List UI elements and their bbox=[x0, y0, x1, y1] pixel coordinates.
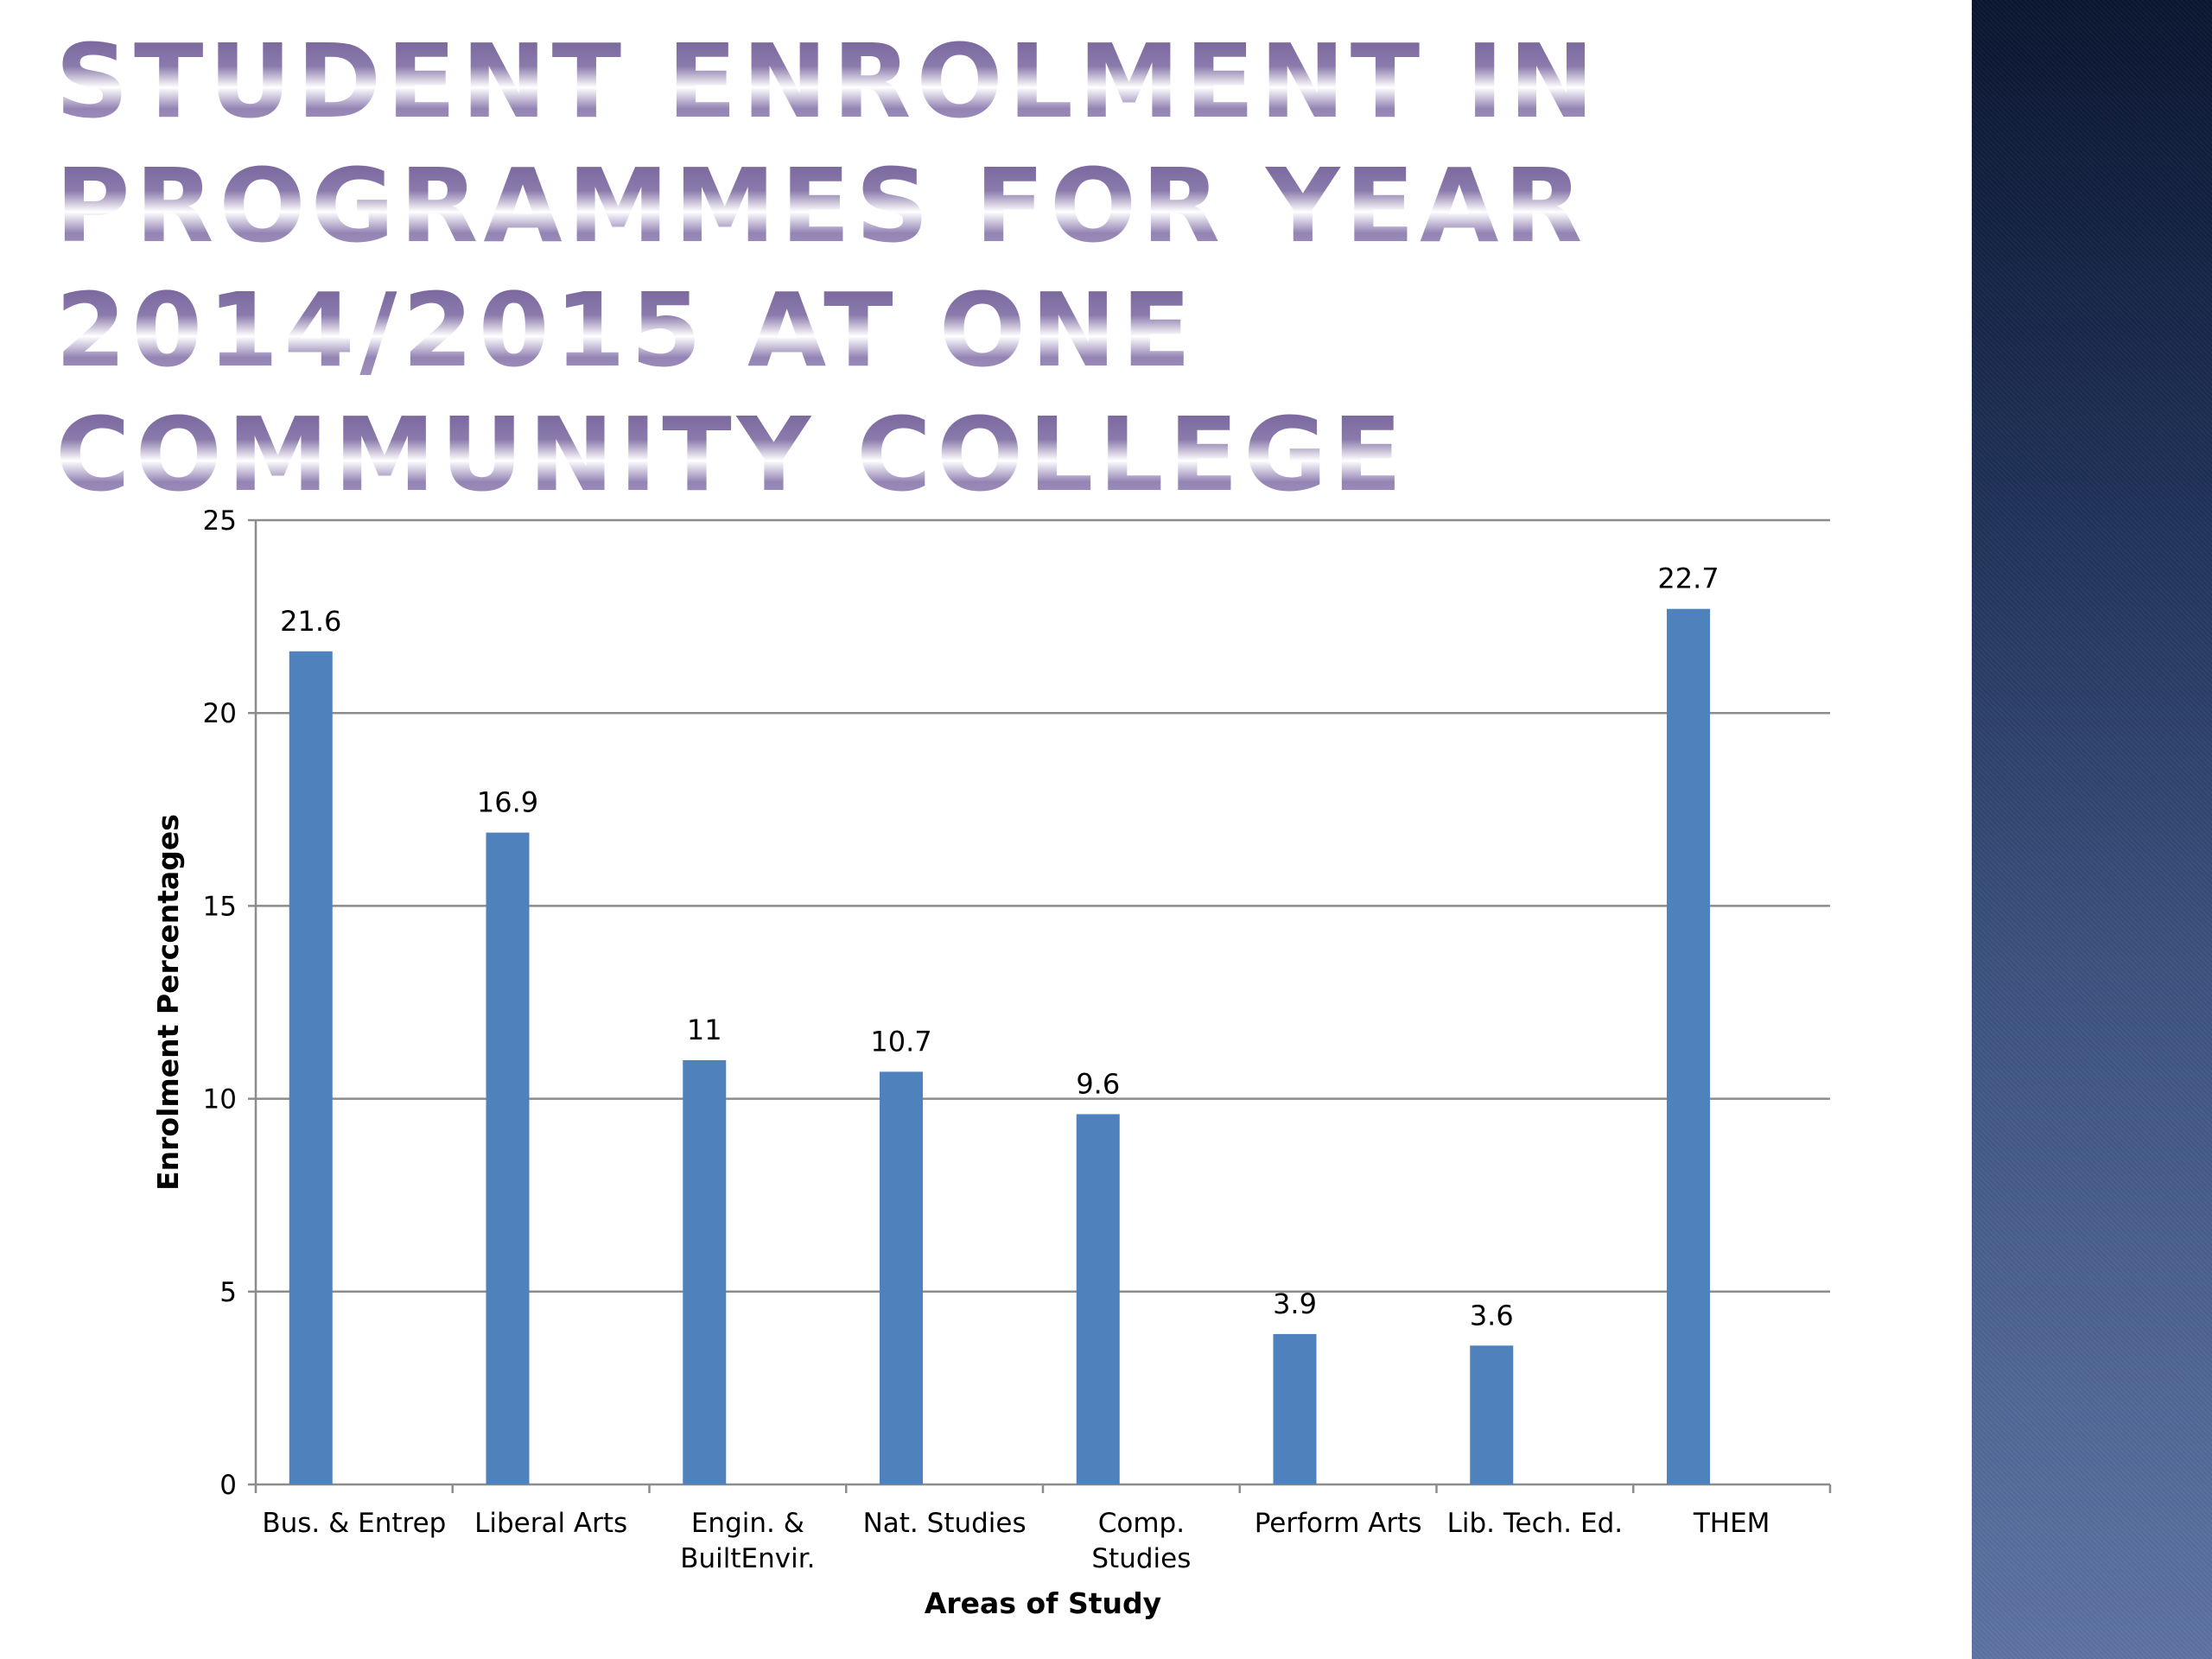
y-tick-labels: 0 5 10 15 20 25 bbox=[203, 505, 237, 1501]
data-label: 11 bbox=[687, 1014, 722, 1046]
data-label: 9.6 bbox=[1076, 1067, 1120, 1100]
bar bbox=[1667, 608, 1711, 1484]
y-tick-label: 25 bbox=[203, 505, 237, 537]
panel-texture bbox=[1972, 0, 2212, 1659]
data-labels: 21.6 16.9 11 10.7 9.6 3.9 3.6 22.7 bbox=[280, 563, 1719, 1332]
x-tick-label: Studies bbox=[1091, 1543, 1191, 1574]
bar bbox=[486, 832, 530, 1484]
data-label: 16.9 bbox=[477, 786, 538, 819]
x-tick-labels: Bus. & Entrep Liberal Arts Engin. & BuiltEn… bbox=[262, 1508, 1770, 1574]
x-tick-label: Liberal Arts bbox=[474, 1508, 627, 1539]
bar bbox=[289, 651, 333, 1484]
x-tick-label: Comp. bbox=[1098, 1508, 1185, 1539]
bar bbox=[1076, 1114, 1120, 1484]
x-tick-label: THEM bbox=[1693, 1508, 1770, 1539]
x-tick-label: Nat. Studies bbox=[863, 1508, 1027, 1539]
data-label: 21.6 bbox=[280, 605, 341, 638]
x-tick-label: Engin. & bbox=[691, 1508, 804, 1539]
y-tick-label: 20 bbox=[203, 698, 237, 729]
x-tick-label: Lib. Tech. Ed. bbox=[1447, 1508, 1624, 1539]
y-tick-label: 15 bbox=[203, 891, 237, 922]
data-label: 3.6 bbox=[1470, 1299, 1514, 1332]
bars bbox=[289, 608, 1711, 1484]
y-tick-label: 5 bbox=[219, 1277, 237, 1308]
data-label: 10.7 bbox=[870, 1025, 931, 1058]
x-tick-label: BuiltEnvir. bbox=[680, 1543, 815, 1574]
bar bbox=[880, 1071, 924, 1484]
axes bbox=[248, 518, 1832, 1493]
bar bbox=[1273, 1333, 1317, 1484]
bar bbox=[683, 1059, 727, 1484]
x-tick-label: Perform Arts bbox=[1255, 1508, 1422, 1539]
bar bbox=[1470, 1345, 1514, 1484]
y-tick-label: 10 bbox=[203, 1084, 237, 1116]
y-tick-label: 0 bbox=[219, 1470, 237, 1501]
x-tick-label: Bus. & Entrep bbox=[262, 1508, 446, 1539]
data-label: 22.7 bbox=[1657, 563, 1719, 595]
slide-title: Student Enrolment in Programmes for Year… bbox=[55, 19, 1680, 517]
data-label: 3.9 bbox=[1273, 1287, 1317, 1320]
x-axis-title: Areas of Study bbox=[925, 1586, 1161, 1620]
y-axis-title: Enrolment Percentages bbox=[151, 814, 185, 1191]
decorative-side-panel bbox=[1972, 0, 2212, 1659]
